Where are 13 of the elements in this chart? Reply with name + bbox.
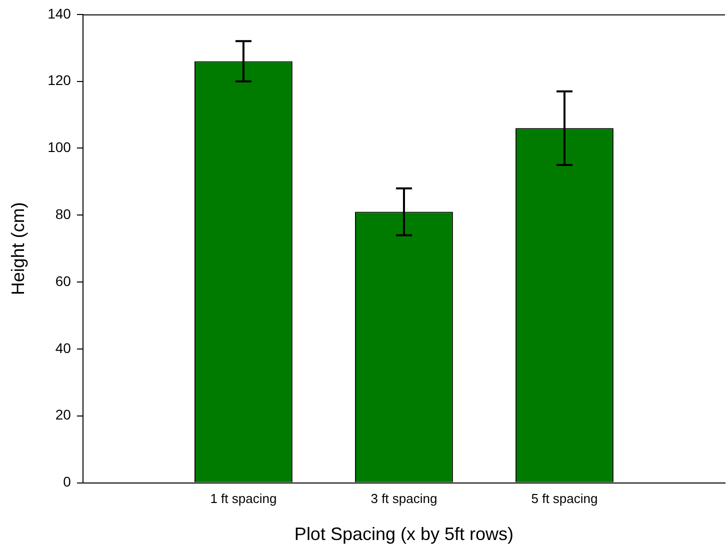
x-tick-label: 3 ft spacing bbox=[370, 491, 438, 506]
y-tick-label: 60 bbox=[55, 272, 72, 289]
y-tick-label: 80 bbox=[55, 206, 72, 222]
y-tick-label: 0 bbox=[63, 474, 72, 490]
x-axis-title: Plot Spacing (x by 5ft rows) bbox=[294, 524, 514, 544]
y-tick-label: 140 bbox=[48, 5, 72, 22]
y-tick-label: 20 bbox=[55, 406, 72, 423]
y-axis-title: Height (cm) bbox=[8, 202, 28, 296]
x-tick-label: 1 ft spacing bbox=[210, 491, 277, 506]
y-tick-label: 40 bbox=[55, 340, 72, 356]
x-tick-label: 5 ft spacing bbox=[531, 491, 598, 506]
y-tick-label: 120 bbox=[48, 72, 72, 88]
y-tick-label: 100 bbox=[48, 139, 72, 156]
